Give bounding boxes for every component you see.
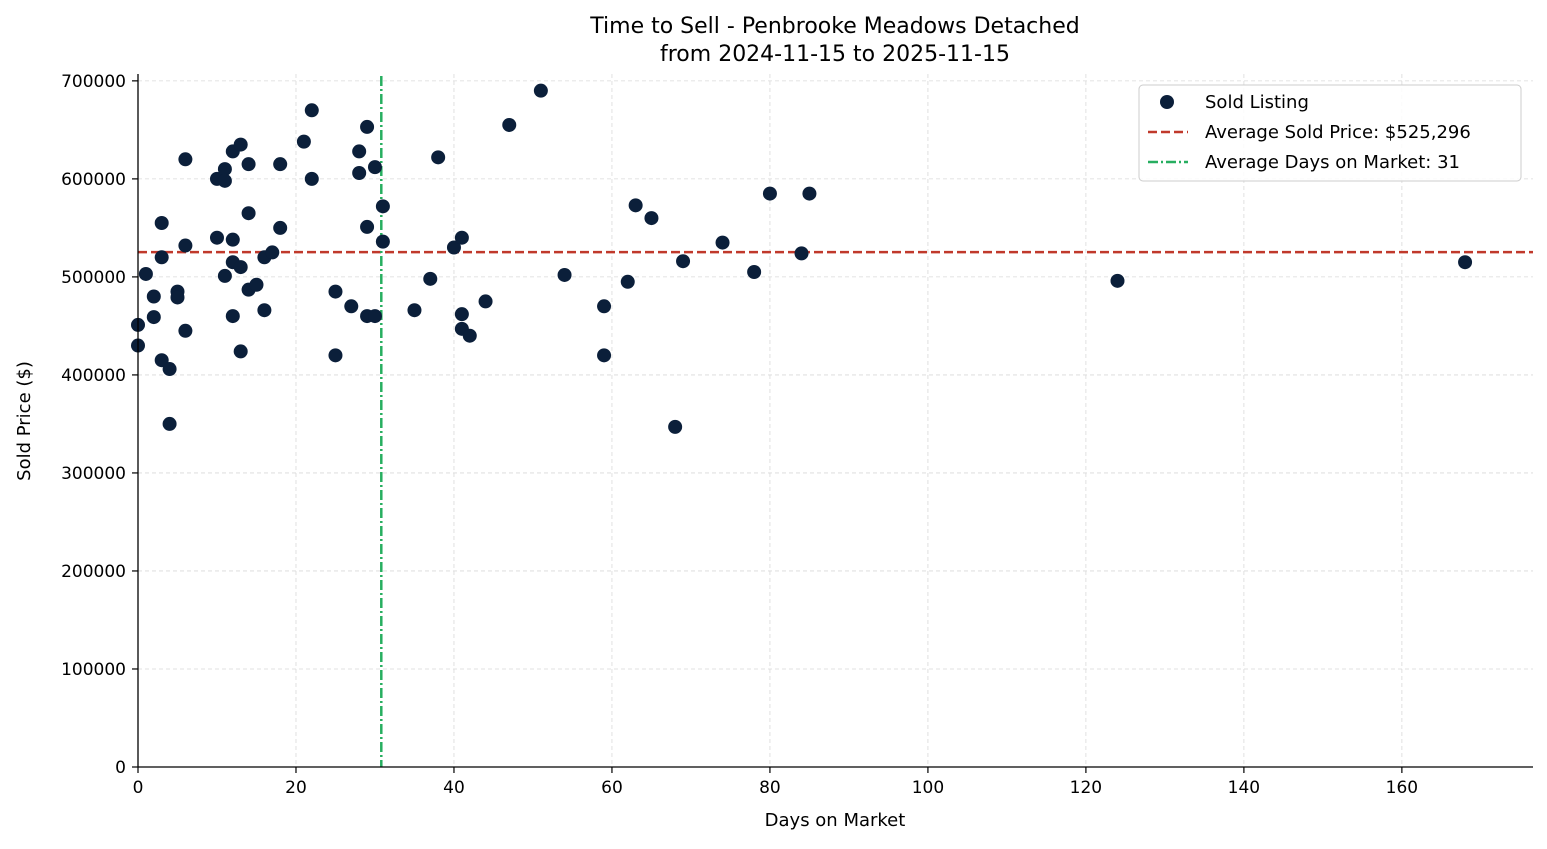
data-point [478,294,493,309]
data-point [762,186,777,201]
data-point [1110,273,1125,288]
data-point [178,152,193,167]
data-point [628,198,643,213]
data-point [328,284,343,299]
legend: Sold Listing Average Sold Price: $525,29… [1138,84,1522,182]
y-tick-label: 100000 [61,660,126,680]
data-point [146,310,161,325]
data-point [217,173,232,188]
data-point [597,299,612,314]
data-point [154,250,169,265]
data-point [178,323,193,338]
data-point [225,232,240,247]
y-tick-label: 200000 [61,562,126,582]
data-point [407,303,422,318]
x-tick-label: 100 [912,778,944,798]
y-tick-label: 500000 [61,268,126,288]
data-point [360,219,375,234]
data-point [462,328,477,343]
x-tick-label: 60 [601,778,623,798]
y-tick-label: 300000 [61,464,126,484]
data-point [265,245,280,260]
data-point [241,206,256,221]
data-point [273,157,288,172]
data-point [1458,255,1473,270]
data-point [233,137,248,152]
data-point [241,157,256,172]
x-tick-label: 20 [285,778,307,798]
data-point [233,260,248,275]
data-point [304,171,319,186]
data-point [620,274,635,289]
x-tick-label: 80 [759,778,781,798]
data-point [360,119,375,134]
y-tick-label: 0 [115,758,126,778]
data-point [170,290,185,305]
data-point [423,271,438,286]
data-point [367,160,382,175]
data-point [217,268,232,283]
data-point [257,303,272,318]
data-point [676,254,691,269]
y-tick-label: 400000 [61,366,126,386]
data-point [802,186,817,201]
data-point [352,144,367,159]
x-axis-label: Days on Market [765,810,906,831]
chart-subtitle: from 2024-11-15 to 2025-11-15 [660,42,1010,67]
x-tick-label: 0 [133,778,144,798]
data-point [154,215,169,230]
data-point [352,166,367,180]
x-tick-label: 120 [1070,778,1102,798]
legend-label-avg-days: Average Days on Market: 31 [1205,152,1460,173]
y-tick-label: 700000 [61,72,126,92]
y-tick-label: 600000 [61,170,126,190]
x-tick-label: 40 [443,778,465,798]
chart-title: Time to Sell - Penbrooke Meadows Detache… [589,14,1079,39]
data-point [454,230,469,245]
data-point [747,265,762,279]
data-point [597,348,612,363]
data-point [454,307,469,322]
data-point [375,234,390,249]
data-point [296,134,311,149]
data-point [304,103,319,118]
y-axis-label: Sold Price ($) [14,361,35,481]
data-point [178,238,193,253]
data-point [715,235,730,250]
legend-marker-points [1160,95,1174,109]
data-point [375,199,390,214]
data-point [502,117,517,132]
data-point [328,348,343,363]
data-point [668,419,683,434]
data-point [794,246,809,261]
data-point [225,309,240,324]
data-point [557,267,572,282]
data-point [344,299,359,314]
data-point [431,150,446,165]
data-point [217,162,232,177]
legend-label-avg-price: Average Sold Price: $525,296 [1205,122,1471,143]
data-point [162,362,177,377]
data-point [273,220,288,235]
data-point [138,266,153,281]
x-tick-label: 140 [1228,778,1260,798]
data-point [644,211,659,226]
data-point [209,230,224,245]
data-point [367,309,382,324]
data-point [233,344,248,359]
x-tick-label: 160 [1386,778,1418,798]
data-point [533,83,548,98]
data-point [249,277,264,292]
data-point [446,240,461,255]
data-point [162,416,177,431]
data-point [146,289,161,304]
legend-label-points: Sold Listing [1205,92,1309,113]
